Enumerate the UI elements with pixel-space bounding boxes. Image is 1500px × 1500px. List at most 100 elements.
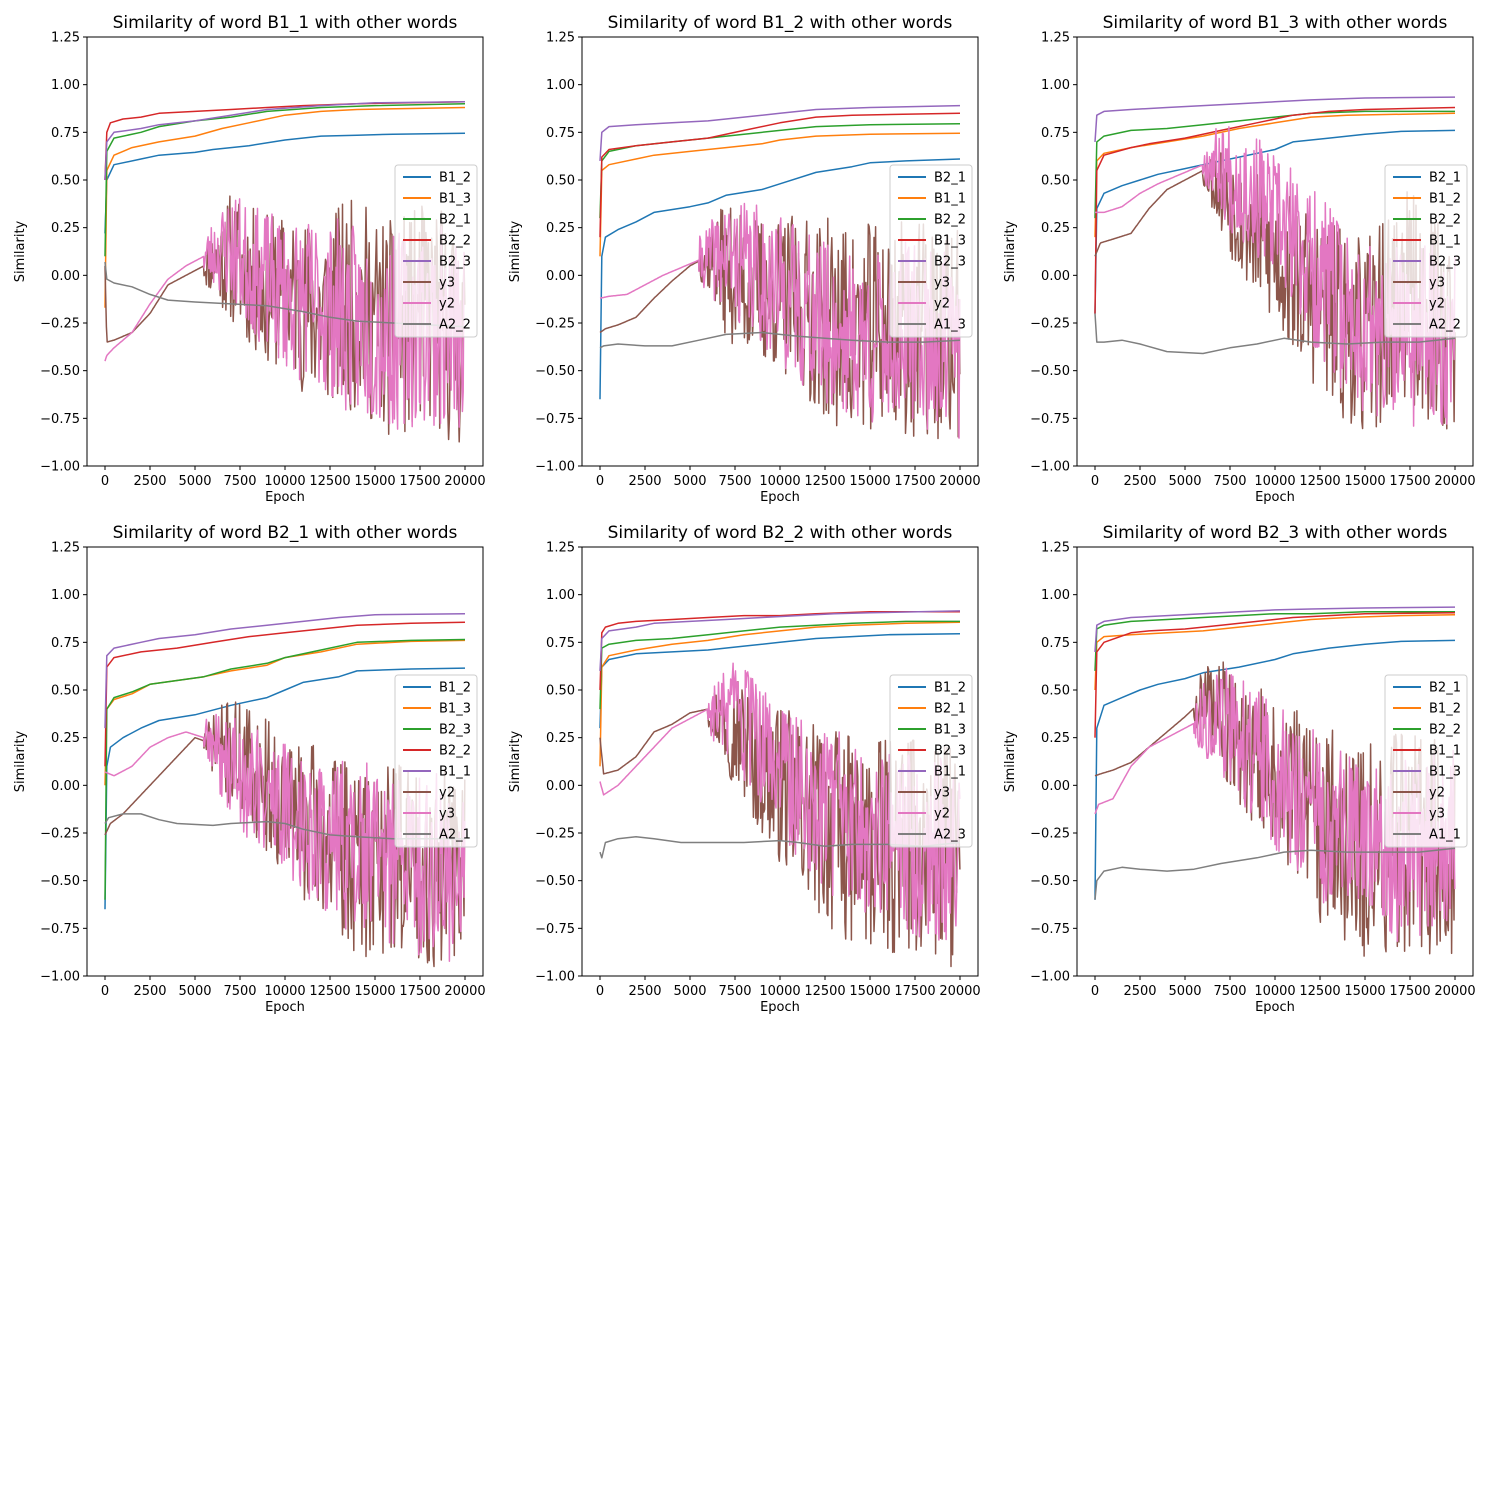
legend-entry: B2_3 <box>439 723 471 738</box>
y-tick-label: 0.50 <box>1041 684 1070 699</box>
series-line-b1-2 <box>104 667 466 910</box>
series-line-y2 <box>599 202 961 439</box>
series-line-b2-1 <box>1094 129 1456 314</box>
legend-entry: B1_3 <box>934 234 966 249</box>
y-tick-label: 0.25 <box>546 731 575 746</box>
legend-box <box>394 164 478 338</box>
y-tick-label: −1.00 <box>40 460 80 475</box>
x-tick-label: 20000 <box>444 984 485 999</box>
x-tick-label: 15000 <box>1344 474 1385 489</box>
x-tick-label: 17500 <box>399 984 440 999</box>
legend-entry: y3 <box>1429 807 1445 822</box>
x-tick-label: 10000 <box>759 474 800 489</box>
legend-entry: B2_3 <box>439 255 471 270</box>
y-tick-label: 0.00 <box>1041 269 1070 284</box>
x-tick-label: 7500 <box>1213 474 1246 489</box>
series-line-b1-1 <box>104 612 466 729</box>
legend-entry: B2_1 <box>1429 681 1461 696</box>
x-tick-label: 10000 <box>759 984 800 999</box>
y-tick-label: 0.50 <box>51 684 80 699</box>
legend-entry: B2_2 <box>439 234 471 249</box>
y-tick-label: 1.25 <box>546 541 575 556</box>
y-tick-label: 1.25 <box>51 541 80 556</box>
y-tick-label: 0.75 <box>546 636 575 651</box>
x-tick-label: 7500 <box>223 474 256 489</box>
x-tick-label: 2500 <box>628 474 661 489</box>
chart-title: Similarity of word B2_2 with other words <box>608 523 953 543</box>
legend-entry: B1_3 <box>1429 765 1461 780</box>
y-tick-label: 1.25 <box>51 31 80 46</box>
y-tick-label: 0.25 <box>51 731 80 746</box>
y-tick-label: 0.00 <box>546 779 575 794</box>
legend-entry: y3 <box>934 276 950 291</box>
legend-entry: B2_1 <box>439 213 471 228</box>
x-tick-label: 12500 <box>804 984 845 999</box>
legend-entry: B2_1 <box>934 702 966 717</box>
legend-box <box>889 164 973 338</box>
x-axis-label: Epoch <box>265 490 305 505</box>
series-line-b2-2 <box>104 621 466 767</box>
y-tick-label: 0.00 <box>546 269 575 284</box>
x-axis-label: Epoch <box>760 490 800 505</box>
x-tick-label: 2500 <box>1123 984 1156 999</box>
legend-entry: y3 <box>439 276 455 291</box>
legend: B2_1 B1_1 B2_2 B1_3 B2_3 y3 y2 A1_3 <box>889 164 973 338</box>
series-line-b1-2 <box>1094 112 1456 238</box>
y-tick-label: 0.50 <box>51 174 80 189</box>
y-tick-label: −0.25 <box>40 827 80 842</box>
x-tick-label: 20000 <box>1434 984 1475 999</box>
legend-entry: y3 <box>1429 276 1445 291</box>
legend-entry: B1_1 <box>934 192 966 207</box>
legend: B2_1 B1_2 B2_2 B1_1 B1_3 y2 y3 A1_1 <box>1384 674 1468 848</box>
legend: B1_2 B2_1 B1_3 B2_3 B1_1 y3 y2 A2_3 <box>889 674 973 848</box>
y-tick-label: −0.75 <box>1030 922 1070 937</box>
series-line-b2-3 <box>104 638 466 900</box>
x-tick-label: 5000 <box>178 474 211 489</box>
y-tick-label: 0.25 <box>1041 731 1070 746</box>
legend-entry: B1_1 <box>439 765 471 780</box>
x-tick-label: 17500 <box>1389 474 1430 489</box>
y-tick-label: −0.25 <box>535 317 575 332</box>
x-axis-label: Epoch <box>1255 490 1295 505</box>
legend-entry: y2 <box>934 297 950 312</box>
series-line-b1-1 <box>599 132 961 257</box>
y-tick-label: −0.25 <box>1030 317 1070 332</box>
x-tick-label: 15000 <box>1344 984 1385 999</box>
x-axis-label: Epoch <box>265 1000 305 1015</box>
series-line-y3 <box>1094 667 1456 943</box>
x-tick-label: 10000 <box>1254 474 1295 489</box>
series-line-b2-2 <box>1094 110 1455 219</box>
y-tick-label: 0.00 <box>51 779 80 794</box>
x-tick-label: 20000 <box>939 474 980 489</box>
y-tick-label: 1.00 <box>51 78 80 93</box>
y-tick-label: −0.50 <box>1030 874 1070 889</box>
series-line-a1-3 <box>599 331 961 349</box>
legend-entry: B1_2 <box>1429 192 1461 207</box>
x-tick-label: 0 <box>1091 984 1099 999</box>
y-axis-label: Similarity <box>508 220 523 282</box>
y-tick-label: −0.75 <box>535 922 575 937</box>
series-line-b2-3 <box>599 104 961 161</box>
legend-entry: B1_3 <box>439 702 471 717</box>
y-tick-label: 0.25 <box>51 221 80 236</box>
legend-entry: B1_2 <box>934 681 966 696</box>
legend-entry: B2_3 <box>934 255 966 270</box>
y-tick-label: 0.75 <box>1041 636 1070 651</box>
x-tick-label: 17500 <box>1389 984 1430 999</box>
series-line-a2-3 <box>599 836 961 859</box>
y-axis-label: Similarity <box>1003 220 1018 282</box>
y-tick-label: −1.00 <box>1030 970 1070 985</box>
y-tick-label: 0.75 <box>1041 126 1070 141</box>
x-tick-label: 17500 <box>399 474 440 489</box>
y-tick-label: −1.00 <box>535 460 575 475</box>
x-tick-label: 0 <box>596 474 604 489</box>
x-tick-label: 5000 <box>1168 474 1201 489</box>
y-tick-label: 0.75 <box>51 636 80 651</box>
legend-entry: A2_2 <box>1429 318 1461 333</box>
series-line-b1-3 <box>104 106 466 308</box>
chart-panel-4: 0 2500 5000 7500 10000 12500 15000 17500 20000 −1… <box>13 523 486 1015</box>
chart-title: Similarity of word B1_1 with other words <box>113 13 458 33</box>
chart-panel-5: 0 2500 5000 7500 10000 12500 15000 17500 20000 −1… <box>508 523 981 1015</box>
series-group <box>1094 96 1456 430</box>
